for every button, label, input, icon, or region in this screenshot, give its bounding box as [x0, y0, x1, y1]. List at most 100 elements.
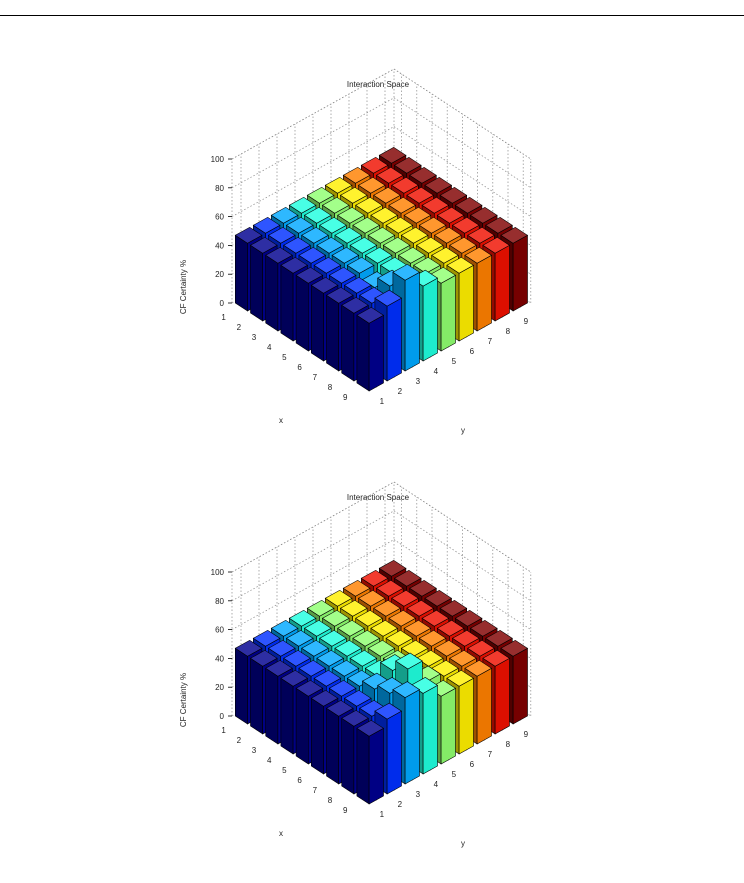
- bar-top-face: [424, 589, 453, 607]
- bar-top-face: [355, 196, 383, 214]
- bar-top-face: [397, 246, 426, 264]
- y-tick-label: 9: [524, 730, 529, 739]
- bar-front-face: [404, 689, 420, 785]
- z-tick-label: 100: [211, 155, 225, 164]
- y-tick-label: 6: [470, 347, 475, 356]
- x-tick-label: 2: [237, 323, 242, 332]
- x-tick-label: 6: [297, 363, 302, 372]
- z-axis-label: CF Certainty %: [179, 260, 188, 314]
- bar-top-face: [301, 639, 329, 657]
- bar-top-face: [378, 146, 407, 164]
- grid-line: [393, 539, 531, 630]
- z-axis-label: CF Certainty %: [179, 673, 188, 727]
- bar-top-face: [413, 256, 441, 274]
- bar-top-face: [388, 196, 417, 214]
- bar-top-face: [357, 176, 386, 194]
- bar-side-face: [295, 274, 309, 352]
- bar-top-face: [415, 236, 444, 254]
- z-tick-label: 80: [215, 184, 224, 193]
- bar-front-face: [458, 677, 474, 755]
- chart-svg: Interaction Space 0 20 40 60 80 100 1 2 3 4 5 6 7 8 9 1…: [179, 481, 532, 848]
- bar-top-face: [454, 196, 483, 214]
- bar-side-face: [265, 667, 279, 745]
- bar-top-face: [331, 659, 360, 677]
- bar-top-face: [482, 649, 511, 667]
- bar-top-face: [418, 216, 447, 234]
- x-tick-label: 7: [313, 786, 318, 795]
- bar-top-face: [392, 681, 421, 698]
- bar-front-face: [494, 244, 510, 322]
- bar-top-face: [303, 206, 332, 224]
- bar-top-face: [331, 246, 360, 264]
- bar-top-face: [449, 649, 477, 667]
- bar-top-face: [393, 156, 422, 174]
- bar-top-face: [280, 256, 309, 274]
- bar-top-face: [421, 196, 450, 214]
- z-tick-label: 100: [211, 568, 225, 577]
- bar-top-face: [393, 569, 422, 587]
- x-tick-label: 9: [343, 393, 348, 402]
- bar3d-chart-bottom: Interaction Space 0 20 40 60 80 100 1 2 3 4 5 6 7 8 9 1…: [0, 478, 744, 878]
- bar-top-face: [343, 276, 372, 294]
- bar-top-face: [252, 216, 281, 234]
- bar-top-face: [349, 236, 378, 254]
- y-tick-label: 1: [380, 810, 385, 819]
- bar-top-face: [391, 589, 419, 607]
- bar-top-face: [285, 216, 314, 234]
- bar-side-face: [356, 727, 370, 805]
- bar-top-face: [403, 619, 432, 637]
- x-tick-label: 5: [282, 766, 287, 775]
- z-tick-label: 40: [215, 654, 224, 663]
- bar-front-face: [476, 667, 492, 745]
- bar-top-face: [360, 156, 389, 174]
- bar-top-face: [342, 166, 371, 184]
- bar-top-face: [321, 609, 350, 627]
- bar-top-face: [439, 599, 468, 617]
- x-axis-label: x: [279, 416, 283, 425]
- bar-front-face: [512, 647, 528, 725]
- bar-top-face: [325, 286, 354, 304]
- bar-top-face: [373, 599, 401, 617]
- x-tick-label: 1: [221, 726, 226, 735]
- x-tick-label: 9: [343, 806, 348, 815]
- x-tick-label: 1: [221, 313, 226, 322]
- bar-top-face: [357, 589, 386, 607]
- bar-top-face: [328, 679, 357, 697]
- x-tick-label: 5: [282, 353, 287, 362]
- bar-top-face: [392, 263, 421, 281]
- bar-top-face: [341, 296, 369, 314]
- bar-top-face: [280, 669, 309, 687]
- bar-side-face: [326, 707, 340, 785]
- bar-top-face: [349, 649, 378, 667]
- bar-top-face: [374, 289, 403, 307]
- y-tick-label: 5: [452, 357, 457, 366]
- bar-side-face: [341, 304, 355, 382]
- z-tick-label: 40: [215, 241, 224, 250]
- bar-top-face: [234, 226, 263, 244]
- bar-front-face: [494, 657, 510, 735]
- bar-side-face: [250, 657, 264, 735]
- y-tick-label: 6: [470, 760, 475, 769]
- bar-side-face: [280, 677, 294, 755]
- y-tick-label: 4: [434, 780, 439, 789]
- bar-top-face: [375, 166, 404, 184]
- bar-front-face: [422, 277, 438, 362]
- bar-top-face: [316, 236, 345, 254]
- bar-top-face: [464, 659, 493, 677]
- bar-side-face: [310, 697, 324, 775]
- z-tick-label: 60: [215, 626, 224, 635]
- bar-top-face: [234, 639, 263, 657]
- bar-top-face: [301, 226, 329, 244]
- y-tick-label: 7: [488, 750, 493, 759]
- page-top-rule: [0, 15, 744, 16]
- bar-top-face: [249, 649, 278, 667]
- bar-top-face: [328, 266, 357, 284]
- grid-line: [231, 539, 395, 630]
- y-tick-label: 3: [416, 790, 421, 799]
- bar-front-face: [476, 254, 492, 332]
- bar-front-face: [386, 710, 402, 795]
- bar-top-face: [313, 256, 342, 274]
- bar-top-face: [374, 702, 403, 720]
- bar-top-face: [391, 176, 419, 194]
- bar-top-face: [485, 629, 513, 647]
